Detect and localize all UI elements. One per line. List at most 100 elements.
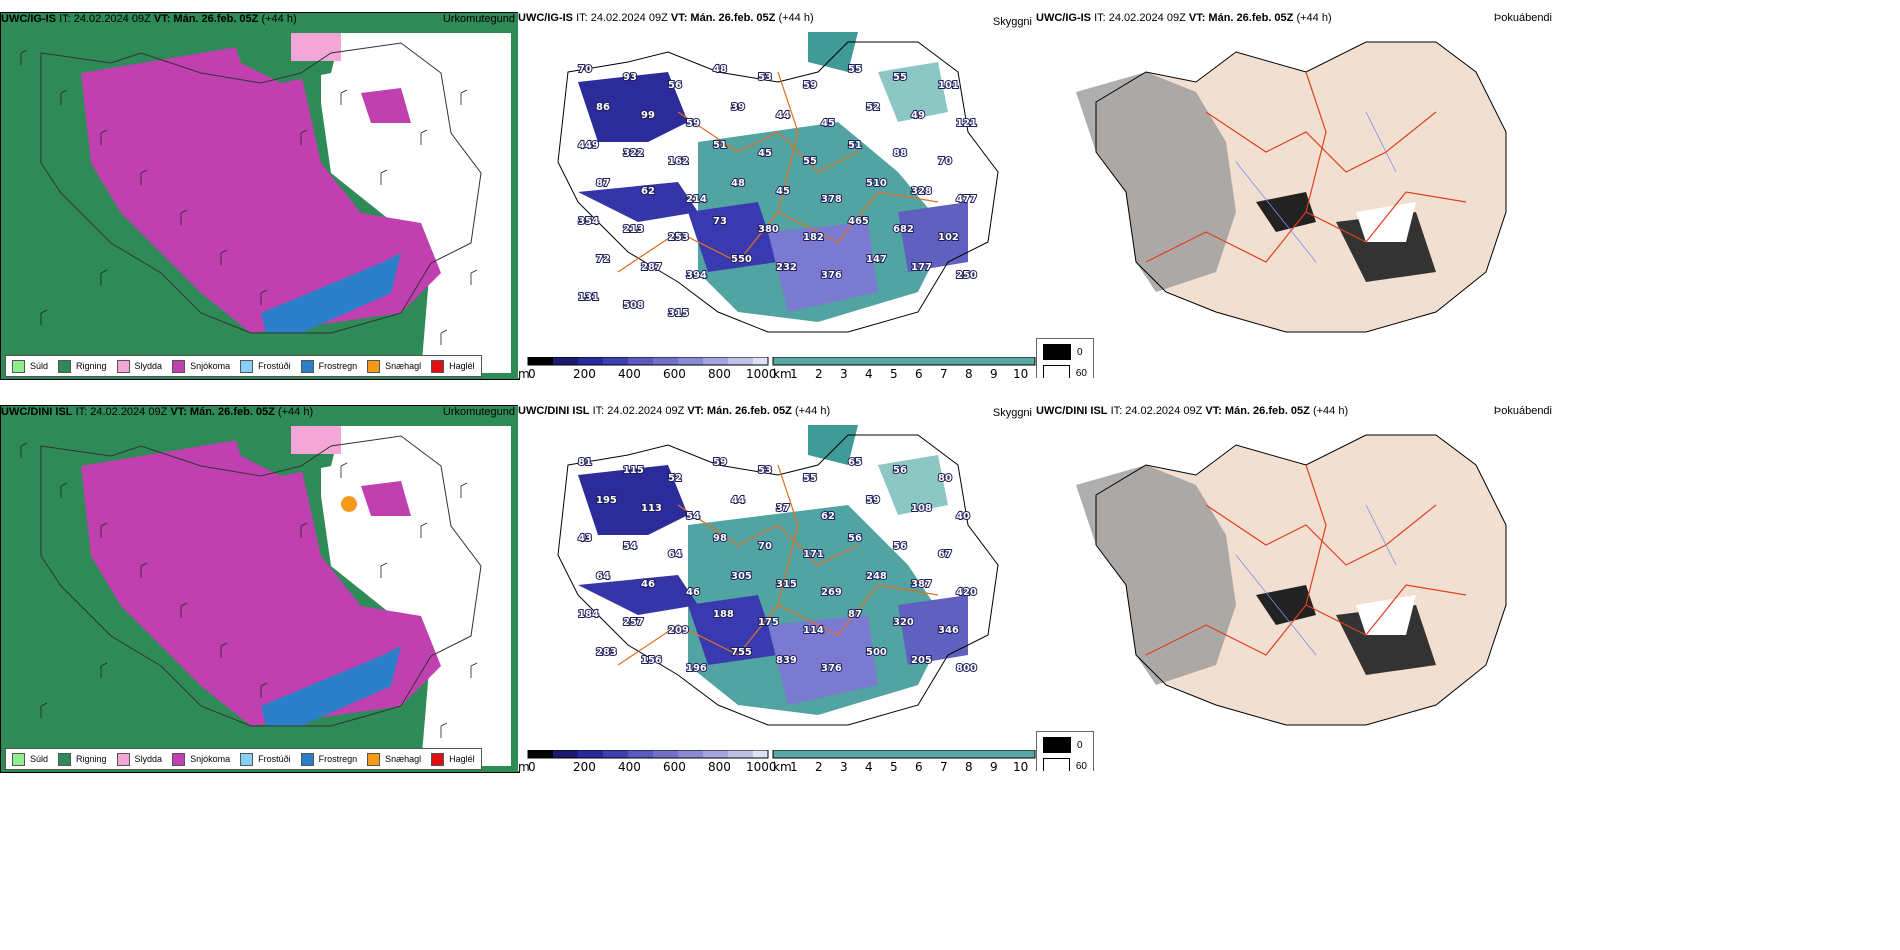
visibility-value-label: 232 (776, 262, 797, 273)
legend-label: Rigning (76, 754, 107, 764)
visibility-value-label: 248 (866, 571, 887, 582)
colorbar-tick: 5 (890, 760, 898, 771)
visibility-value-label: 380 (758, 224, 779, 235)
visibility-value-label: 56 (668, 80, 682, 91)
visibility-value-label: 800 (956, 663, 977, 674)
visibility-value-label: 46 (641, 579, 655, 590)
init-time: IT: 24.02.2024 09Z (75, 406, 168, 418)
init-time: IT: 24.02.2024 09Z (576, 12, 668, 24)
visibility-map-bottom: 81 115 52 59 53 55 65 56 80 195 113 54 44 37 62 59 108 40… (518, 405, 1036, 771)
visibility-value-label: 188 (713, 609, 734, 620)
legend-item: Frostúði (240, 752, 291, 766)
legend-item: Súld (12, 752, 48, 766)
visibility-value-label: 115 (623, 465, 644, 476)
init-time: IT: 24.02.2024 09Z (592, 405, 685, 417)
colorbar-tick: 9 (990, 367, 998, 378)
visibility-value-label: 73 (713, 216, 727, 227)
visibility-value-label: 87 (596, 178, 610, 189)
visibility-value-label: 387 (911, 579, 932, 590)
legend-label: Snjókoma (190, 361, 231, 371)
colorbar-tick: 400 (618, 760, 641, 771)
panel-title: Skyggni (992, 407, 1032, 419)
colorbar-tick: 600 (663, 367, 686, 378)
visibility-value-label: 147 (866, 254, 887, 265)
precip-type-map-svg (1, 406, 519, 772)
visibility-value-label: 62 (641, 186, 655, 197)
visibility-value-label: 51 (713, 140, 727, 151)
colorbar-tick: 1 (790, 760, 798, 771)
legend-swatch (172, 752, 186, 766)
fog-map-bottom: UWC/DINI ISL IT: 24.02.2024 09Z VT: Mán.… (1036, 405, 1556, 771)
legend-item: Slydda (116, 752, 162, 766)
visibility-value-label: 196 (686, 663, 707, 674)
visibility-value-label: 269 (821, 587, 842, 598)
legend-label: Snæhagl (385, 361, 422, 371)
visibility-value-label: 177 (911, 262, 932, 273)
map-header: UWC/DINI ISL IT: 24.02.2024 09Z VT: Mán.… (1, 406, 313, 418)
wind-barb-icon (20, 49, 478, 345)
visibility-value-label: 62 (821, 511, 835, 522)
visibility-value-label: 99 (641, 110, 655, 121)
legend-swatch (240, 359, 254, 373)
visibility-value-label: 500 (866, 647, 887, 658)
visibility-value-label: 156 (641, 655, 662, 666)
legend-item: Frostregn (300, 359, 358, 373)
colorbar-tick: 400 (618, 367, 641, 378)
legend-swatch (116, 752, 130, 766)
visibility-value-label: 44 (731, 495, 745, 506)
visibility-value-label: 184 (578, 609, 599, 620)
legend-item: Snæhagl (367, 359, 422, 373)
legend-swatch (240, 752, 254, 766)
visibility-value-label: 93 (623, 72, 637, 83)
fog-legend-label: 60 (1075, 760, 1087, 772)
lead-time: (+44 h) (794, 405, 831, 417)
visibility-value-label: 315 (776, 579, 797, 590)
legend-item: Slydda (116, 359, 163, 373)
visibility-value-label: 80 (938, 473, 952, 484)
panel-title: Þokuábendi (1493, 405, 1552, 417)
legend-label: Snæhagl (385, 754, 422, 764)
altitude-colorbar: m 0 200 400 600 800 1000 km 1 2 3 4 5 6 … (518, 750, 1036, 771)
visibility-value-label: 328 (911, 186, 932, 197)
legend-label: Frostregn (318, 361, 358, 371)
precip-type-map-top: UWC/IG-IS IT: 24.02.2024 09Z VT: Mán. 26… (0, 12, 520, 380)
visibility-value-label: 44 (776, 110, 790, 121)
visibility-value-label: 53 (758, 72, 772, 83)
legend-swatch (300, 359, 314, 373)
colorbar-tick: 4 (865, 367, 873, 378)
visibility-value-label: 376 (821, 663, 842, 674)
colorbar-tick: 10 (1013, 367, 1029, 378)
colorbar-tick: 3 (840, 760, 848, 771)
colorbar-tick: 800 (708, 760, 731, 771)
legend-label: Rigning (76, 361, 107, 371)
visibility-value-label: 70 (578, 64, 592, 75)
legend-label: Frostúði (258, 754, 291, 764)
visibility-value-label: 52 (668, 473, 682, 484)
colorbar-tick: 200 (573, 760, 596, 771)
visibility-value-label: 213 (623, 224, 644, 235)
wind-barb-icon (20, 442, 478, 738)
visibility-value-label: 287 (641, 262, 662, 273)
visibility-value-label: 465 (848, 216, 869, 227)
colorbar-tick: 1000 (746, 760, 777, 771)
colorbar-tick: 8 (965, 367, 973, 378)
visibility-value-label: 48 (731, 178, 745, 189)
colorbar-tick: 10 (1013, 760, 1029, 771)
legend-label: Súld (30, 361, 49, 371)
colorbar-tick: 2 (815, 760, 823, 771)
precip-legend: Súld Rigning Slydda Snjókoma Frostúði Fr… (5, 748, 482, 770)
visibility-value-label: 305 (731, 571, 752, 582)
visibility-value-label: 508 (623, 300, 644, 311)
init-time: IT: 24.02.2024 09Z (1094, 12, 1186, 24)
visibility-value-label: 40 (956, 511, 970, 522)
legend-item: Frostúði (240, 359, 291, 373)
visibility-value-label: 283 (596, 647, 617, 658)
visibility-value-label: 131 (578, 292, 599, 303)
panel-title: Úrkomutegund (442, 13, 515, 25)
visibility-value-label: 839 (776, 655, 797, 666)
visibility-value-label: 354 (578, 216, 599, 227)
legend-label: Slydda (134, 361, 163, 371)
visibility-value-label: 322 (623, 148, 644, 159)
visibility-value-label: 55 (803, 156, 817, 167)
visibility-labels: 81 115 52 59 53 55 65 56 80 195 113 54 44 37 62 59 108 40… (577, 456, 978, 675)
